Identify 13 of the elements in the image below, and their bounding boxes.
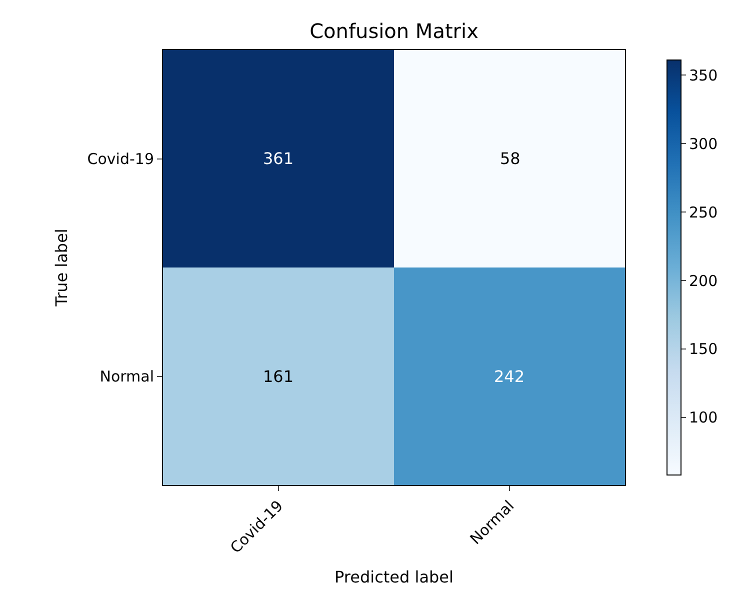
color-bar-label: 350 — [689, 66, 718, 84]
data-label: 361 — [263, 149, 294, 168]
data-label: 242 — [494, 367, 525, 386]
data-label: 58 — [500, 149, 520, 168]
color-bar-label: 150 — [689, 340, 718, 358]
chart-title: Confusion Matrix — [310, 19, 479, 43]
x-axis-title: Predicted label — [334, 568, 454, 587]
color-bar-label: 300 — [689, 134, 718, 153]
color-bar-label: 250 — [689, 203, 718, 222]
data-label: 161 — [263, 367, 294, 386]
color-bar-label: 200 — [689, 272, 718, 290]
y-axis-title: True label — [52, 228, 72, 308]
color-bar-label: 100 — [689, 408, 718, 427]
